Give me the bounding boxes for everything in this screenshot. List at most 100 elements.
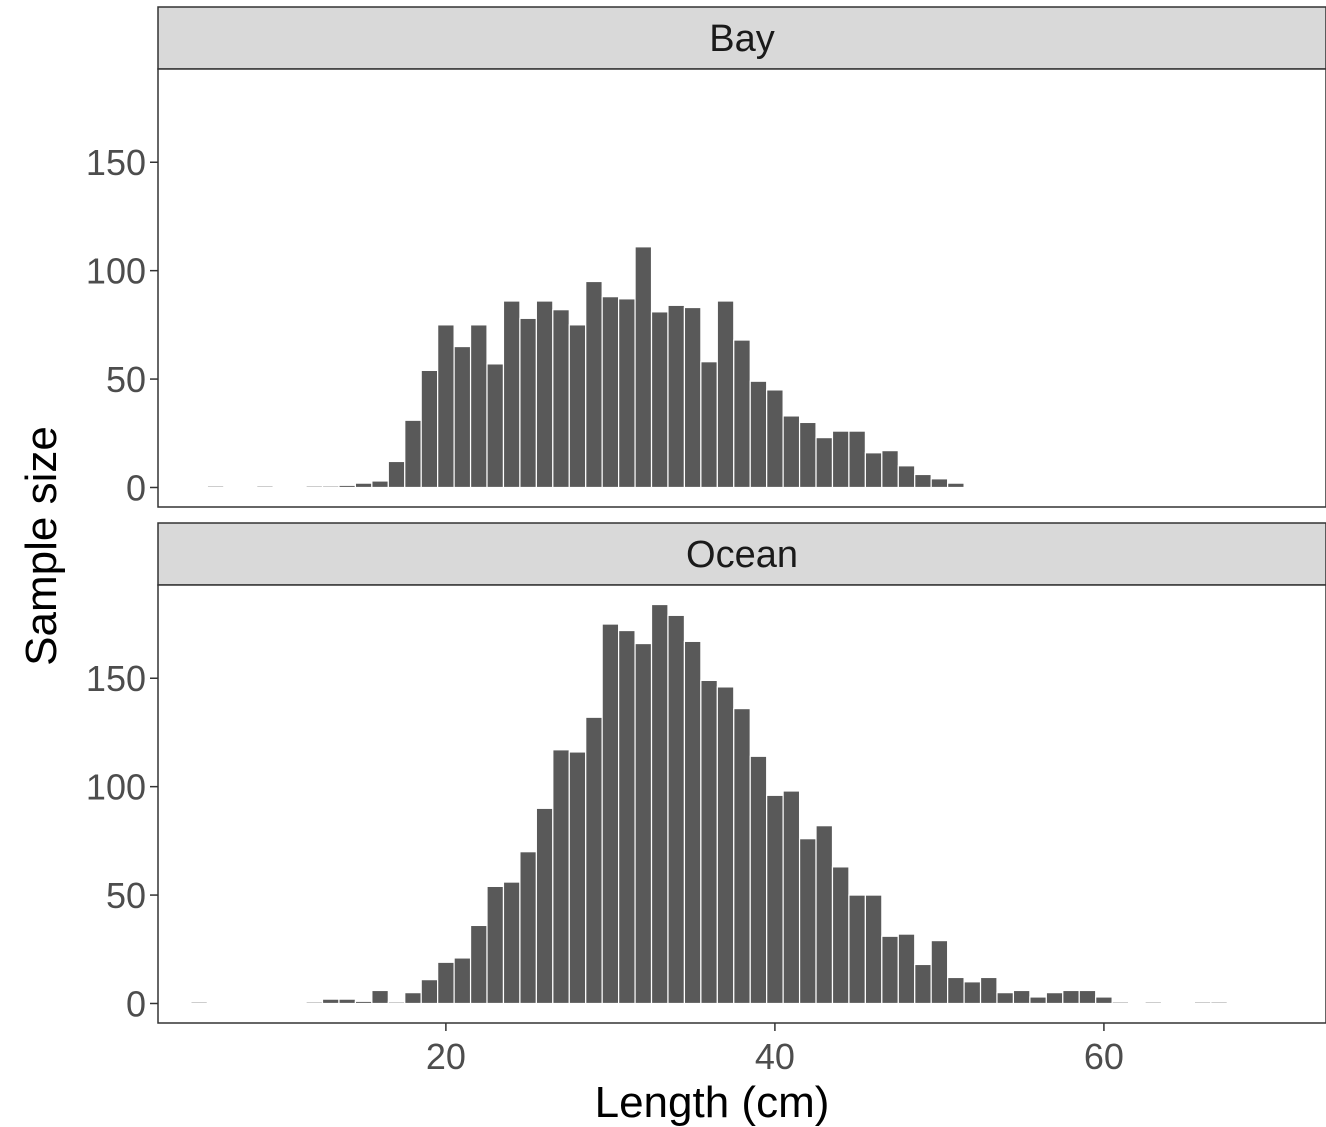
facet-strip-label: Bay bbox=[709, 18, 774, 60]
histogram-bar bbox=[798, 838, 817, 1005]
histogram-bar bbox=[766, 794, 784, 1005]
y-tick-label: 50 bbox=[106, 875, 146, 916]
histogram-bar bbox=[733, 707, 751, 1005]
histogram-bar bbox=[914, 473, 932, 489]
histogram-bar bbox=[552, 309, 570, 489]
histogram-bar bbox=[585, 716, 603, 1005]
histogram-bar bbox=[420, 979, 439, 1005]
histogram-bar bbox=[864, 452, 883, 489]
histogram-bar bbox=[782, 415, 801, 489]
histogram-bar bbox=[881, 935, 899, 1005]
histogram-bar bbox=[321, 998, 340, 1005]
histogram-bar bbox=[469, 924, 488, 1005]
y-tick-label: 150 bbox=[86, 658, 146, 699]
histogram-bar bbox=[1012, 989, 1031, 1005]
histogram-bar bbox=[749, 380, 768, 489]
histogram-bar bbox=[963, 981, 982, 1005]
histogram-bar bbox=[716, 300, 735, 489]
histogram-bar bbox=[700, 679, 718, 1005]
histogram-bar bbox=[1078, 989, 1097, 1005]
histogram-bar bbox=[815, 825, 834, 1005]
panel-border bbox=[157, 584, 1326, 1024]
histogram-bar bbox=[1095, 996, 1113, 1005]
histogram-bar bbox=[979, 976, 998, 1005]
histogram-bar bbox=[206, 485, 225, 489]
x-tick-label: 60 bbox=[1084, 1036, 1124, 1077]
histogram-bar bbox=[305, 1001, 324, 1005]
histogram-bar bbox=[552, 749, 570, 1005]
histogram-bar bbox=[568, 751, 587, 1005]
histogram-bar bbox=[256, 485, 274, 489]
histogram-bar bbox=[502, 300, 521, 489]
y-axis-title: Sample size bbox=[17, 426, 66, 666]
histogram-bar bbox=[486, 363, 505, 489]
histogram-bar bbox=[996, 992, 1015, 1005]
histogram-bar bbox=[914, 963, 932, 1005]
histogram-bar bbox=[321, 485, 340, 489]
histogram-bar bbox=[667, 304, 686, 489]
histogram-bar bbox=[404, 419, 422, 489]
histogram-bar bbox=[766, 389, 784, 489]
x-tick-label: 20 bbox=[426, 1036, 466, 1077]
y-tick-label: 150 bbox=[86, 142, 146, 183]
histogram-bar bbox=[848, 430, 866, 489]
histogram-bar bbox=[585, 280, 603, 489]
histogram-bar bbox=[930, 940, 949, 1005]
histogram-bar bbox=[354, 482, 373, 489]
histogram-bar bbox=[782, 790, 801, 1005]
histogram-bar bbox=[568, 324, 587, 489]
histogram-bar bbox=[354, 1000, 373, 1005]
histogram-bar bbox=[437, 961, 455, 1005]
y-tick-label: 100 bbox=[86, 767, 146, 808]
histogram-bar bbox=[453, 957, 472, 1005]
histogram-bar bbox=[881, 450, 899, 489]
histogram-bar bbox=[1062, 989, 1080, 1005]
histogram-bar bbox=[947, 976, 965, 1005]
histogram-bar bbox=[502, 881, 521, 1005]
histogram-bar bbox=[947, 482, 965, 489]
histogram-bar bbox=[667, 614, 686, 1005]
histogram-bar bbox=[190, 1001, 208, 1005]
histogram-bar bbox=[848, 894, 866, 1005]
histogram-bar bbox=[864, 894, 883, 1005]
histogram-bar bbox=[338, 484, 357, 489]
histogram-bar bbox=[1144, 1001, 1163, 1005]
x-tick-label: 40 bbox=[755, 1036, 795, 1077]
facet-strip bbox=[157, 6, 1326, 70]
histogram-bar bbox=[535, 300, 554, 489]
histogram-bar bbox=[700, 361, 718, 489]
histogram-bar bbox=[420, 369, 439, 489]
histogram-bar bbox=[618, 298, 636, 489]
x-axis-title: Length (cm) bbox=[595, 1078, 830, 1127]
facet-strip bbox=[157, 522, 1326, 586]
histogram-bar bbox=[749, 755, 768, 1005]
histogram-bar bbox=[404, 992, 422, 1005]
histogram-bar bbox=[1210, 1001, 1228, 1005]
histogram-bar bbox=[519, 851, 537, 1005]
histogram-bar bbox=[897, 465, 916, 489]
y-tick-label: 50 bbox=[106, 359, 146, 400]
histogram-bar bbox=[305, 485, 324, 489]
histogram-bar bbox=[930, 478, 949, 489]
histogram-bar bbox=[437, 324, 455, 489]
histogram-bar bbox=[716, 686, 735, 1005]
histogram-bar bbox=[469, 324, 488, 489]
histogram-bar bbox=[634, 246, 653, 489]
histogram-bar bbox=[650, 311, 669, 489]
histogram-bar bbox=[683, 306, 702, 489]
histogram-bar bbox=[486, 885, 505, 1005]
histogram-bar bbox=[371, 480, 389, 489]
histogram-bar bbox=[1111, 1001, 1130, 1005]
histogram-bar bbox=[815, 437, 834, 489]
histogram-bar bbox=[798, 421, 817, 489]
histogram-bar bbox=[338, 998, 357, 1005]
facet-strip-label: Ocean bbox=[686, 534, 798, 576]
histogram-bar bbox=[634, 642, 653, 1005]
histogram-bar bbox=[1029, 996, 1047, 1005]
histogram-bar bbox=[453, 345, 472, 489]
histogram-bar bbox=[387, 1001, 406, 1005]
histogram-bar bbox=[371, 989, 389, 1005]
histogram-bar bbox=[1045, 992, 1064, 1005]
histogram-bar bbox=[733, 339, 751, 489]
